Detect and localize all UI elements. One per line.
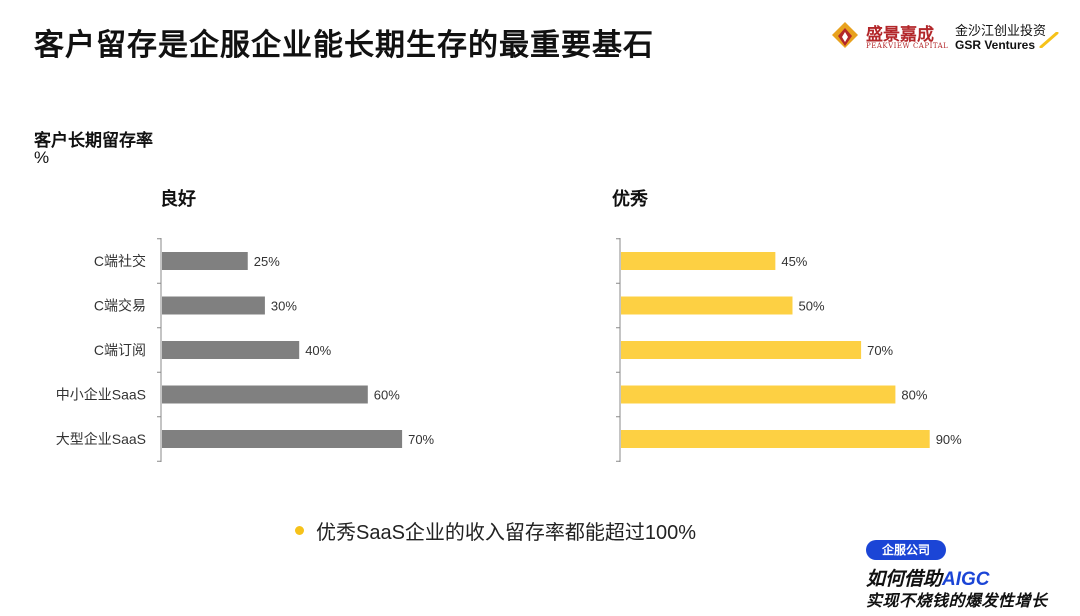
data-label: 60% bbox=[374, 388, 400, 403]
chart-title: 良好 bbox=[160, 188, 196, 209]
data-label: 50% bbox=[799, 299, 825, 314]
category-label: 大型企业SaaS bbox=[56, 431, 146, 447]
category-label: 中小企业SaaS bbox=[56, 387, 146, 403]
gsr-slash-icon bbox=[1039, 32, 1059, 48]
bullet-dot-icon bbox=[295, 526, 304, 535]
data-label: 80% bbox=[901, 388, 927, 403]
bar bbox=[621, 385, 896, 404]
bullet-text: 优秀SaaS企业的收入留存率都能超过100% bbox=[316, 522, 697, 544]
retention-charts: 良好 C端社交 25% C端交易 30% C端订阅 40% 中小企业SaaS 60% 大型企业Sa… bbox=[56, 188, 962, 462]
chart-excellent: 优秀 45% 50% 70% 80% 90% bbox=[612, 188, 962, 462]
bar bbox=[621, 341, 862, 359]
promo-line-1-prefix: 如何借助 bbox=[866, 569, 943, 590]
data-label: 25% bbox=[254, 254, 280, 269]
promo-line-2: 实现不烧钱的爆发性增长 bbox=[866, 593, 1048, 610]
bar bbox=[162, 430, 403, 448]
bullet-note: 优秀SaaS企业的收入留存率都能超过100% bbox=[295, 516, 696, 545]
bar bbox=[162, 296, 265, 315]
chart-title: 优秀 bbox=[612, 188, 648, 209]
metric-title: 客户长期留存率 bbox=[34, 131, 153, 150]
promo-badge: 企服公司 bbox=[866, 540, 946, 560]
bar bbox=[162, 341, 300, 359]
data-label: 40% bbox=[305, 343, 331, 358]
data-label: 70% bbox=[867, 343, 893, 358]
bar bbox=[621, 296, 793, 315]
data-label: 30% bbox=[271, 299, 297, 314]
category-label: C端交易 bbox=[94, 298, 146, 314]
chart-good: 良好 C端社交 25% C端交易 30% C端订阅 40% 中小企业SaaS 60% 大型企业Sa… bbox=[56, 188, 435, 462]
metric-unit: % bbox=[34, 148, 50, 167]
bar bbox=[621, 430, 930, 448]
bar bbox=[621, 252, 776, 270]
promo-line-1: 如何借助AIGC bbox=[866, 564, 990, 591]
bar bbox=[162, 385, 368, 404]
data-label: 45% bbox=[781, 254, 807, 269]
data-label: 70% bbox=[408, 432, 434, 447]
peakview-name-cn: 盛景嘉成 bbox=[866, 25, 934, 45]
peakview-name-en: PEAKVIEW CAPITAL bbox=[866, 42, 949, 50]
category-label: C端订阅 bbox=[94, 342, 146, 358]
page-title: 客户留存是企服企业能长期生存的最重要基石 bbox=[34, 29, 654, 62]
gsr-logo: 金沙江创业投资 GSR Ventures bbox=[955, 18, 1065, 54]
promo-line-1-highlight: AIGC bbox=[942, 569, 990, 590]
peakview-mark-icon bbox=[832, 22, 858, 48]
peakview-logo: 盛景嘉成 PEAKVIEW CAPITAL bbox=[830, 18, 948, 54]
data-label: 90% bbox=[936, 432, 962, 447]
gsr-name-cn: 金沙江创业投资 bbox=[955, 23, 1047, 38]
gsr-name-en: GSR Ventures bbox=[955, 38, 1036, 52]
bar bbox=[162, 252, 248, 270]
category-label: C端社交 bbox=[94, 253, 146, 269]
